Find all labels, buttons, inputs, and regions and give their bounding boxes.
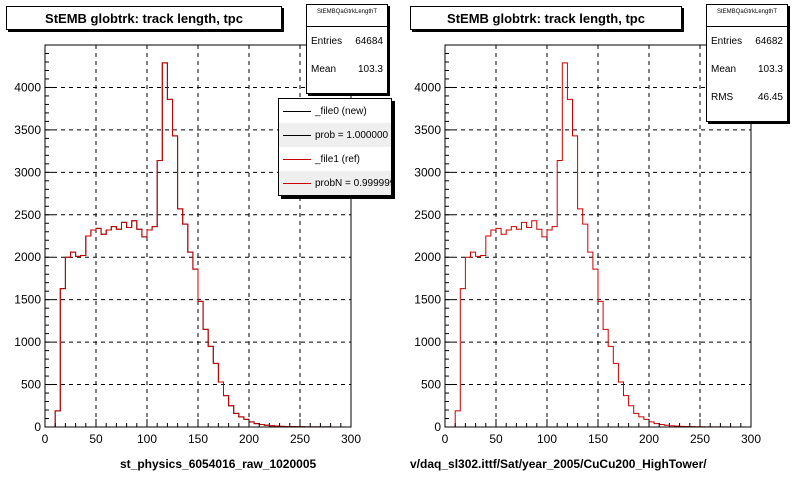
left-x-tick-label: 100 — [137, 432, 157, 446]
right-y-tick-label: 3500 — [414, 123, 441, 137]
right-y-tick-label: 500 — [421, 378, 441, 392]
left-stats-label: Mean — [311, 63, 337, 75]
legend-label: prob = 1.000000 — [315, 129, 389, 141]
right-x-tick-label: 0 — [442, 432, 449, 446]
right-chart-title: StEMB globtrk: track length, tpc — [410, 6, 682, 30]
left-stats-row-entries: Entries 64684 — [307, 27, 387, 55]
right-histogram-series-0 — [454, 62, 751, 428]
legend-label: probN = 0.999999 — [315, 177, 392, 189]
left-y-tick-label: 1500 — [14, 293, 41, 307]
left-chart-title: StEMB globtrk: track length, tpc — [6, 6, 282, 30]
left-y-tick-label: 3000 — [14, 165, 41, 179]
right-stats-row-mean: Mean 103.3 — [707, 55, 787, 83]
right-x-tick-label: 200 — [639, 432, 659, 446]
right-x-tick-label: 150 — [588, 432, 608, 446]
right-y-tick-label: 4000 — [414, 80, 441, 94]
legend-entry: prob = 1.000000 — [279, 123, 391, 147]
left-x-tick-label: 200 — [239, 432, 259, 446]
left-y-tick-label: 500 — [21, 378, 41, 392]
right-chart-title-text: StEMB globtrk: track length, tpc — [447, 10, 645, 26]
legend-entry: _file0 (new) — [279, 99, 391, 123]
left-stats-value: 64684 — [355, 35, 383, 47]
right-stats-row-rms: RMS 46.45 — [707, 83, 787, 111]
right-y-tick-label: 2000 — [414, 250, 441, 264]
right-x-tick-label: 100 — [537, 432, 557, 446]
right-stats-label: Entries — [711, 35, 743, 47]
left-y-tick-label: 1000 — [14, 335, 41, 349]
legend-label: _file1 (ref) — [315, 153, 361, 165]
left-x-tick-label: 50 — [89, 432, 103, 446]
right-y-tick-label: 2500 — [414, 208, 441, 222]
legend-swatch — [283, 158, 311, 160]
legend-swatch — [283, 134, 311, 136]
legend-swatch — [283, 110, 311, 112]
left-x-tick-label: 150 — [188, 432, 208, 446]
left-y-tick-label: 2500 — [14, 208, 41, 222]
left-chart-title-text: StEMB globtrk: track length, tpc — [45, 10, 243, 26]
left-histogram-series-1 — [54, 62, 351, 428]
right-stats-value: 46.45 — [757, 91, 783, 103]
left-stats-label: Entries — [311, 35, 343, 47]
right-stats-value: 64682 — [755, 35, 783, 47]
left-y-tick-label: 3500 — [14, 123, 41, 137]
left-y-tick-label: 2000 — [14, 250, 41, 264]
left-stats-row-mean: Mean 103.3 — [307, 55, 387, 83]
legend-label: _file0 (new) — [315, 105, 367, 117]
legend-entry: _file1 (ref) — [279, 147, 391, 171]
left-x-tick-label: 300 — [341, 432, 361, 446]
left-legend: _file0 (new) prob = 1.000000 _file1 (ref… — [278, 98, 392, 196]
left-x-tick-label: 250 — [290, 432, 310, 446]
left-y-tick-label: 0 — [34, 420, 41, 434]
right-stats-row-entries: Entries 64682 — [707, 27, 787, 55]
right-y-tick-label: 3000 — [414, 165, 441, 179]
legend-entry: probN = 0.999999 — [279, 171, 391, 195]
right-stats-label: Mean — [711, 63, 737, 75]
left-x-axis-label: st_physics_6054016_raw_1020005 — [120, 457, 317, 471]
right-stats-name: StEMBQaGtrkLengthT — [707, 5, 787, 27]
left-x-tick-label: 0 — [42, 432, 49, 446]
right-stats-value: 103.3 — [757, 63, 783, 75]
right-y-tick-label: 0 — [434, 420, 441, 434]
right-y-tick-label: 1500 — [414, 293, 441, 307]
right-y-tick-label: 1000 — [414, 335, 441, 349]
left-stats-box: StEMBQaGtrkLengthT Entries 64684 Mean 10… — [306, 4, 388, 94]
right-stats-box: StEMBQaGtrkLengthT Entries 64682 Mean 10… — [706, 4, 788, 122]
right-x-tick-label: 300 — [741, 432, 761, 446]
right-x-axis-label: v/daq_sl302.ittf/Sat/year_2005/CuCu200_H… — [410, 457, 707, 471]
left-stats-name: StEMBQaGtrkLengthT — [307, 5, 387, 27]
right-stats-label: RMS — [711, 91, 734, 103]
left-stats-value: 103.3 — [357, 63, 383, 75]
left-y-tick-label: 4000 — [14, 80, 41, 94]
legend-swatch — [283, 182, 311, 184]
right-x-tick-label: 50 — [489, 432, 503, 446]
right-x-tick-label: 250 — [690, 432, 710, 446]
